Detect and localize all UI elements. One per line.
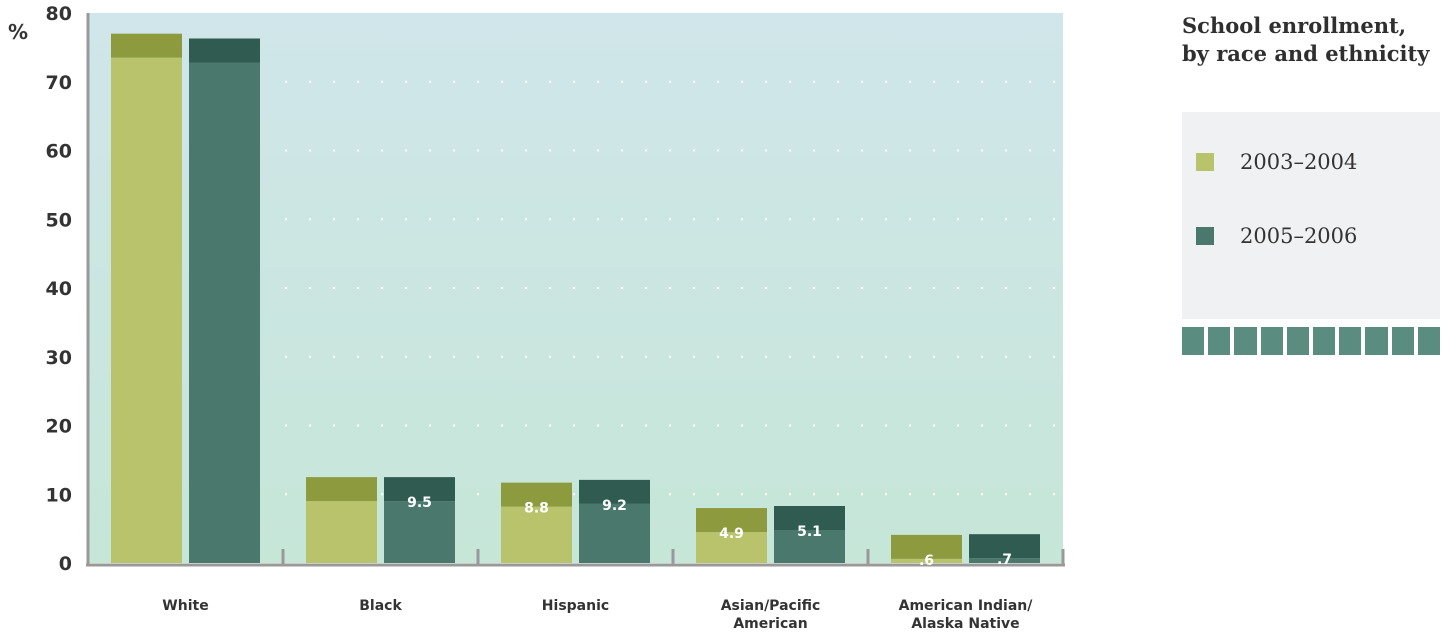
y-tick-labels: 0 10 20 30 40 50 60 70 80 — [46, 3, 72, 575]
x-category-labels: White Black Hispanic Asian/Pacific American A… — [162, 598, 1033, 632]
y-tick-label: 10 — [46, 484, 72, 506]
x-category-label: American Indian/ — [899, 598, 1034, 614]
bar — [696, 532, 767, 563]
y-tick-label: 20 — [46, 416, 72, 438]
bar — [384, 501, 455, 563]
gridlines — [285, 80, 1063, 496]
y-tick-label: 40 — [46, 278, 72, 300]
y-axis-unit-label: % — [8, 20, 28, 44]
strip-block — [1208, 327, 1231, 355]
x-category-label: Black — [359, 598, 402, 614]
bar-value-label: .6 — [919, 553, 934, 569]
bar-cap — [891, 534, 962, 559]
strip-block — [1182, 327, 1205, 355]
bar-cap — [501, 482, 572, 507]
bar-cap — [774, 506, 845, 530]
y-tick-label: 0 — [59, 553, 72, 575]
bar-cap — [189, 38, 260, 63]
strip-block — [1234, 327, 1257, 355]
strip-block — [1260, 327, 1283, 355]
strip-block — [1339, 327, 1362, 355]
legend-item-2003-2004: 2003–2004 — [1196, 150, 1357, 174]
bar-cap — [969, 534, 1040, 559]
legend-swatch-2003-2004 — [1196, 153, 1214, 171]
x-category-label: American — [733, 616, 807, 632]
legend-item-2005-2006: 2005–2006 — [1196, 224, 1357, 248]
x-category-label: Asian/Pacific — [721, 598, 821, 614]
bars — [111, 33, 1040, 563]
bar — [969, 558, 1040, 563]
bar-value-label: 9.5 — [407, 495, 432, 511]
x-category-label: Alaska Native — [911, 616, 1019, 632]
bar — [579, 503, 650, 563]
bar-cap — [306, 477, 377, 502]
bar-cap — [111, 33, 182, 58]
bar — [189, 62, 260, 563]
bar — [501, 506, 572, 563]
bar — [111, 57, 182, 563]
axes — [86, 13, 1065, 567]
bar-value-label: 5.1 — [797, 524, 822, 540]
strip-block — [1286, 327, 1310, 355]
legend-swatch-2005-2006 — [1196, 227, 1214, 245]
bar-chart: 0 10 20 30 40 50 60 70 80 White Black Hispanic Asia… — [8, 3, 1065, 632]
legend-label-2005-2006: 2005–2006 — [1240, 224, 1358, 248]
decorative-block-strip — [1182, 327, 1441, 355]
bar-cap — [579, 479, 650, 504]
strip-block — [1365, 327, 1388, 355]
y-tick-label: 50 — [46, 209, 72, 231]
bar-value-label: 8.8 — [524, 501, 549, 517]
bar — [891, 558, 962, 563]
x-category-label: White — [162, 598, 208, 614]
legend-label-2003-2004: 2003–2004 — [1240, 150, 1358, 174]
value-labels: 9.5 8.8 9.2 4.9 5.1 .6 .7 — [407, 495, 1012, 569]
strip-block — [1417, 327, 1441, 355]
bar-value-label: .7 — [997, 552, 1012, 568]
bar-cap — [696, 508, 767, 533]
bar — [774, 530, 845, 563]
strip-block — [1391, 327, 1414, 355]
y-tick-label: 70 — [46, 72, 72, 94]
bar — [306, 501, 377, 563]
y-tick-label: 60 — [46, 141, 72, 163]
bar-cap — [384, 477, 455, 502]
y-tick-label: 80 — [46, 3, 72, 25]
bar-value-label: 9.2 — [602, 498, 627, 514]
strip-block — [1313, 327, 1336, 355]
chart-title: School enrollment, by race and ethnicity — [1182, 13, 1430, 66]
y-tick-label: 30 — [46, 347, 72, 369]
legend: 2003–2004 2005–2006 — [1182, 112, 1440, 319]
bar-value-label: 4.9 — [719, 526, 744, 542]
x-category-label: Hispanic — [542, 598, 609, 614]
